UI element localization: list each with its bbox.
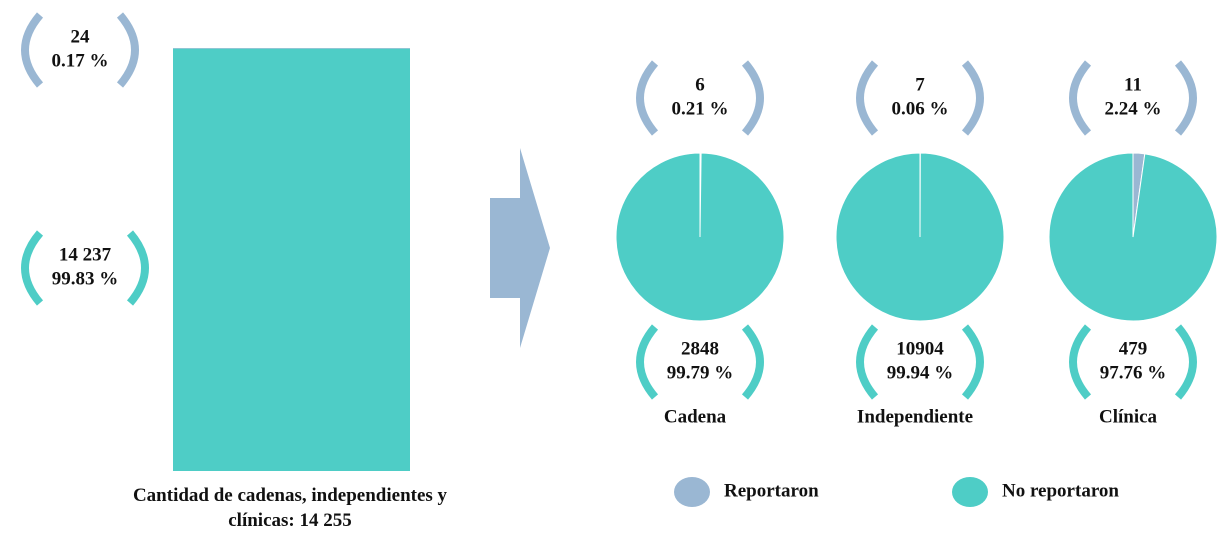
pie-slice — [1048, 152, 1218, 322]
percent-label: 99.83 % — [52, 268, 119, 289]
percent-label: 0.06 % — [892, 98, 949, 119]
value-label: 2848 — [681, 338, 719, 359]
legend-label: No reportaron — [1002, 480, 1119, 501]
percent-label: 0.17 % — [52, 50, 109, 71]
value-label: 10904 — [896, 338, 944, 359]
bracket — [126, 230, 149, 306]
category-label: Clínica — [1099, 406, 1158, 427]
pie-slice — [615, 152, 785, 322]
category-label: Independiente — [857, 406, 973, 427]
value-label: 14 237 — [59, 244, 112, 265]
bracket — [1174, 60, 1197, 136]
bracket — [1174, 324, 1197, 400]
bracket — [856, 324, 879, 400]
percent-label: 97.76 % — [1100, 362, 1167, 383]
bar-caption: Cantidad de cadenas, independientes y cl… — [132, 485, 448, 531]
value-label: 24 — [71, 26, 91, 47]
pie-slice — [835, 152, 1005, 322]
percent-label: 0.21 % — [672, 98, 729, 119]
bar-segment — [173, 48, 410, 49]
bracket — [961, 324, 984, 400]
arrow — [490, 148, 550, 348]
bracket — [116, 12, 139, 88]
bracket — [741, 324, 764, 400]
bracket — [1069, 60, 1092, 136]
bracket — [21, 12, 44, 88]
value-label: 7 — [915, 74, 925, 95]
category-label: Cadena — [664, 406, 727, 427]
bracket — [21, 230, 44, 306]
bracket — [741, 60, 764, 136]
legend-swatch — [674, 477, 710, 507]
bracket — [636, 324, 659, 400]
value-label: 479 — [1119, 338, 1148, 359]
percent-label: 99.94 % — [887, 362, 954, 383]
bracket — [636, 60, 659, 136]
bracket — [1069, 324, 1092, 400]
bracket — [961, 60, 984, 136]
percent-label: 99.79 % — [667, 362, 734, 383]
percent-label: 2.24 % — [1105, 98, 1162, 119]
bracket — [856, 60, 879, 136]
legend-swatch — [952, 477, 988, 507]
legend-label: Reportaron — [724, 480, 819, 501]
bar-segment — [173, 48, 410, 471]
value-label: 6 — [695, 74, 705, 95]
value-label: 11 — [1124, 74, 1142, 95]
